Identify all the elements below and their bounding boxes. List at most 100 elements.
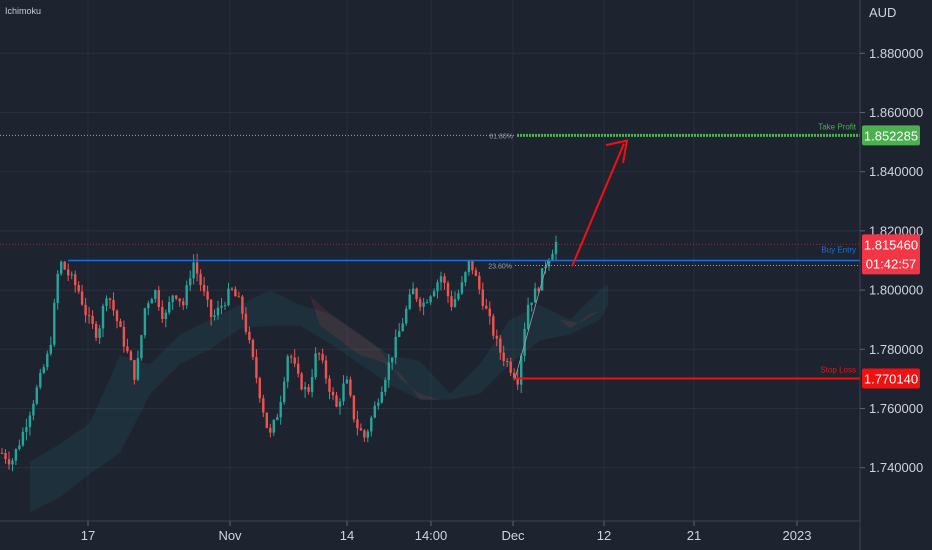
candle-body (460, 282, 464, 294)
candle-body (220, 305, 223, 308)
candle-body (554, 242, 558, 255)
candle-body (488, 308, 491, 317)
candle-body (450, 296, 453, 307)
candle-body (300, 373, 303, 390)
y-tick-label: 1.800000 (869, 283, 923, 298)
candle-body (53, 302, 56, 345)
candle-body (429, 296, 432, 303)
candle-body (28, 415, 32, 427)
x-tick-label: Nov (218, 528, 242, 543)
candle-body (91, 315, 94, 324)
candle-body (439, 276, 443, 283)
candle-body (314, 353, 317, 378)
fib-618-label: 61.80% (489, 133, 513, 140)
candle-body (74, 274, 77, 286)
candle-body (147, 303, 150, 309)
candle-body (42, 367, 45, 373)
candle-body (307, 387, 310, 392)
candle-body (303, 387, 307, 390)
candle-body (471, 261, 474, 271)
x-axis-ticks: 17 Nov 14 14:00 Dec 12 21 2023 (81, 521, 812, 543)
trade-levels: 61.80% Take Profit 23.60% Buy Entry Stop Los… (0, 122, 860, 380)
currency-label: AUD (869, 5, 896, 20)
candle-body (293, 357, 296, 364)
candle-body (537, 288, 540, 291)
countdown-timer: 01:42:57 (866, 256, 917, 271)
candle-body (77, 285, 80, 292)
candle-body (415, 288, 418, 300)
candle-body (230, 288, 234, 290)
candle-body (474, 270, 478, 276)
candle-body (457, 293, 460, 300)
candle-body (237, 296, 241, 298)
candle-body (70, 274, 73, 276)
candle-body (63, 261, 66, 270)
candle-body (164, 312, 167, 319)
candle-body (248, 331, 251, 340)
candle-body (115, 310, 119, 322)
cloud-area-bullish (30, 284, 608, 513)
candle-body (216, 307, 220, 316)
candle-body (485, 305, 488, 309)
candle-body (398, 331, 401, 337)
candle-body (513, 372, 516, 379)
candle-body (157, 290, 160, 307)
candle-body (373, 405, 376, 418)
candle-body (265, 412, 268, 428)
current-price-value: 1.815460 (864, 237, 918, 252)
candle-body (492, 316, 495, 336)
candle-body (39, 372, 42, 388)
candle-body (432, 291, 436, 297)
price-badges: 1.852285 1.815460 01:42:57 1.770140 (862, 125, 920, 389)
candle-body (526, 304, 530, 329)
candle-body (49, 344, 52, 354)
candle-body (391, 357, 394, 363)
y-tick-label: 1.860000 (869, 105, 923, 120)
fib-236-label: 23.60% (488, 264, 512, 271)
take-profit-label: Take Profit (818, 122, 857, 131)
candle-body (244, 313, 248, 332)
candle-body (495, 335, 498, 339)
candle-body (520, 355, 523, 385)
buy-entry-label: Buy Entry (821, 246, 856, 255)
candle-body (405, 308, 408, 324)
candle-body (345, 379, 349, 384)
candle-body (101, 306, 105, 329)
candle-body (516, 378, 519, 385)
stop-loss-value: 1.770140 (864, 371, 918, 386)
candles (0, 235, 558, 472)
candle-body (133, 360, 136, 380)
cloud-area-bearish (560, 310, 600, 329)
candle-body (241, 296, 244, 314)
candle-body (394, 336, 397, 358)
candle-body (279, 402, 282, 418)
candle-body (331, 391, 335, 396)
candle-body (255, 357, 258, 379)
candle-body (499, 338, 502, 353)
candle-body (338, 401, 342, 407)
candle-body (384, 380, 387, 392)
candle-body (32, 403, 35, 416)
candle-body (143, 308, 147, 336)
candle-body (262, 398, 265, 413)
candle-body (425, 302, 429, 304)
ichimoku-cloud (30, 284, 608, 513)
candle-body (387, 362, 390, 381)
candle-body (108, 298, 112, 300)
candle-body (290, 356, 293, 358)
candle-body (411, 288, 415, 295)
target-arrow-head (605, 139, 629, 163)
x-tick-label: 2023 (783, 528, 812, 543)
candle-body (171, 295, 174, 303)
indicator-label: Ichimoku (5, 6, 41, 16)
candle-body (436, 282, 439, 292)
cloud-area-bearish (310, 296, 440, 400)
candle-body (506, 361, 509, 362)
candle-body (213, 315, 216, 317)
candle-body (56, 273, 59, 303)
candle-body (175, 295, 178, 299)
candle-body (377, 402, 380, 406)
candle-body (258, 378, 261, 399)
candle-body (335, 395, 338, 407)
